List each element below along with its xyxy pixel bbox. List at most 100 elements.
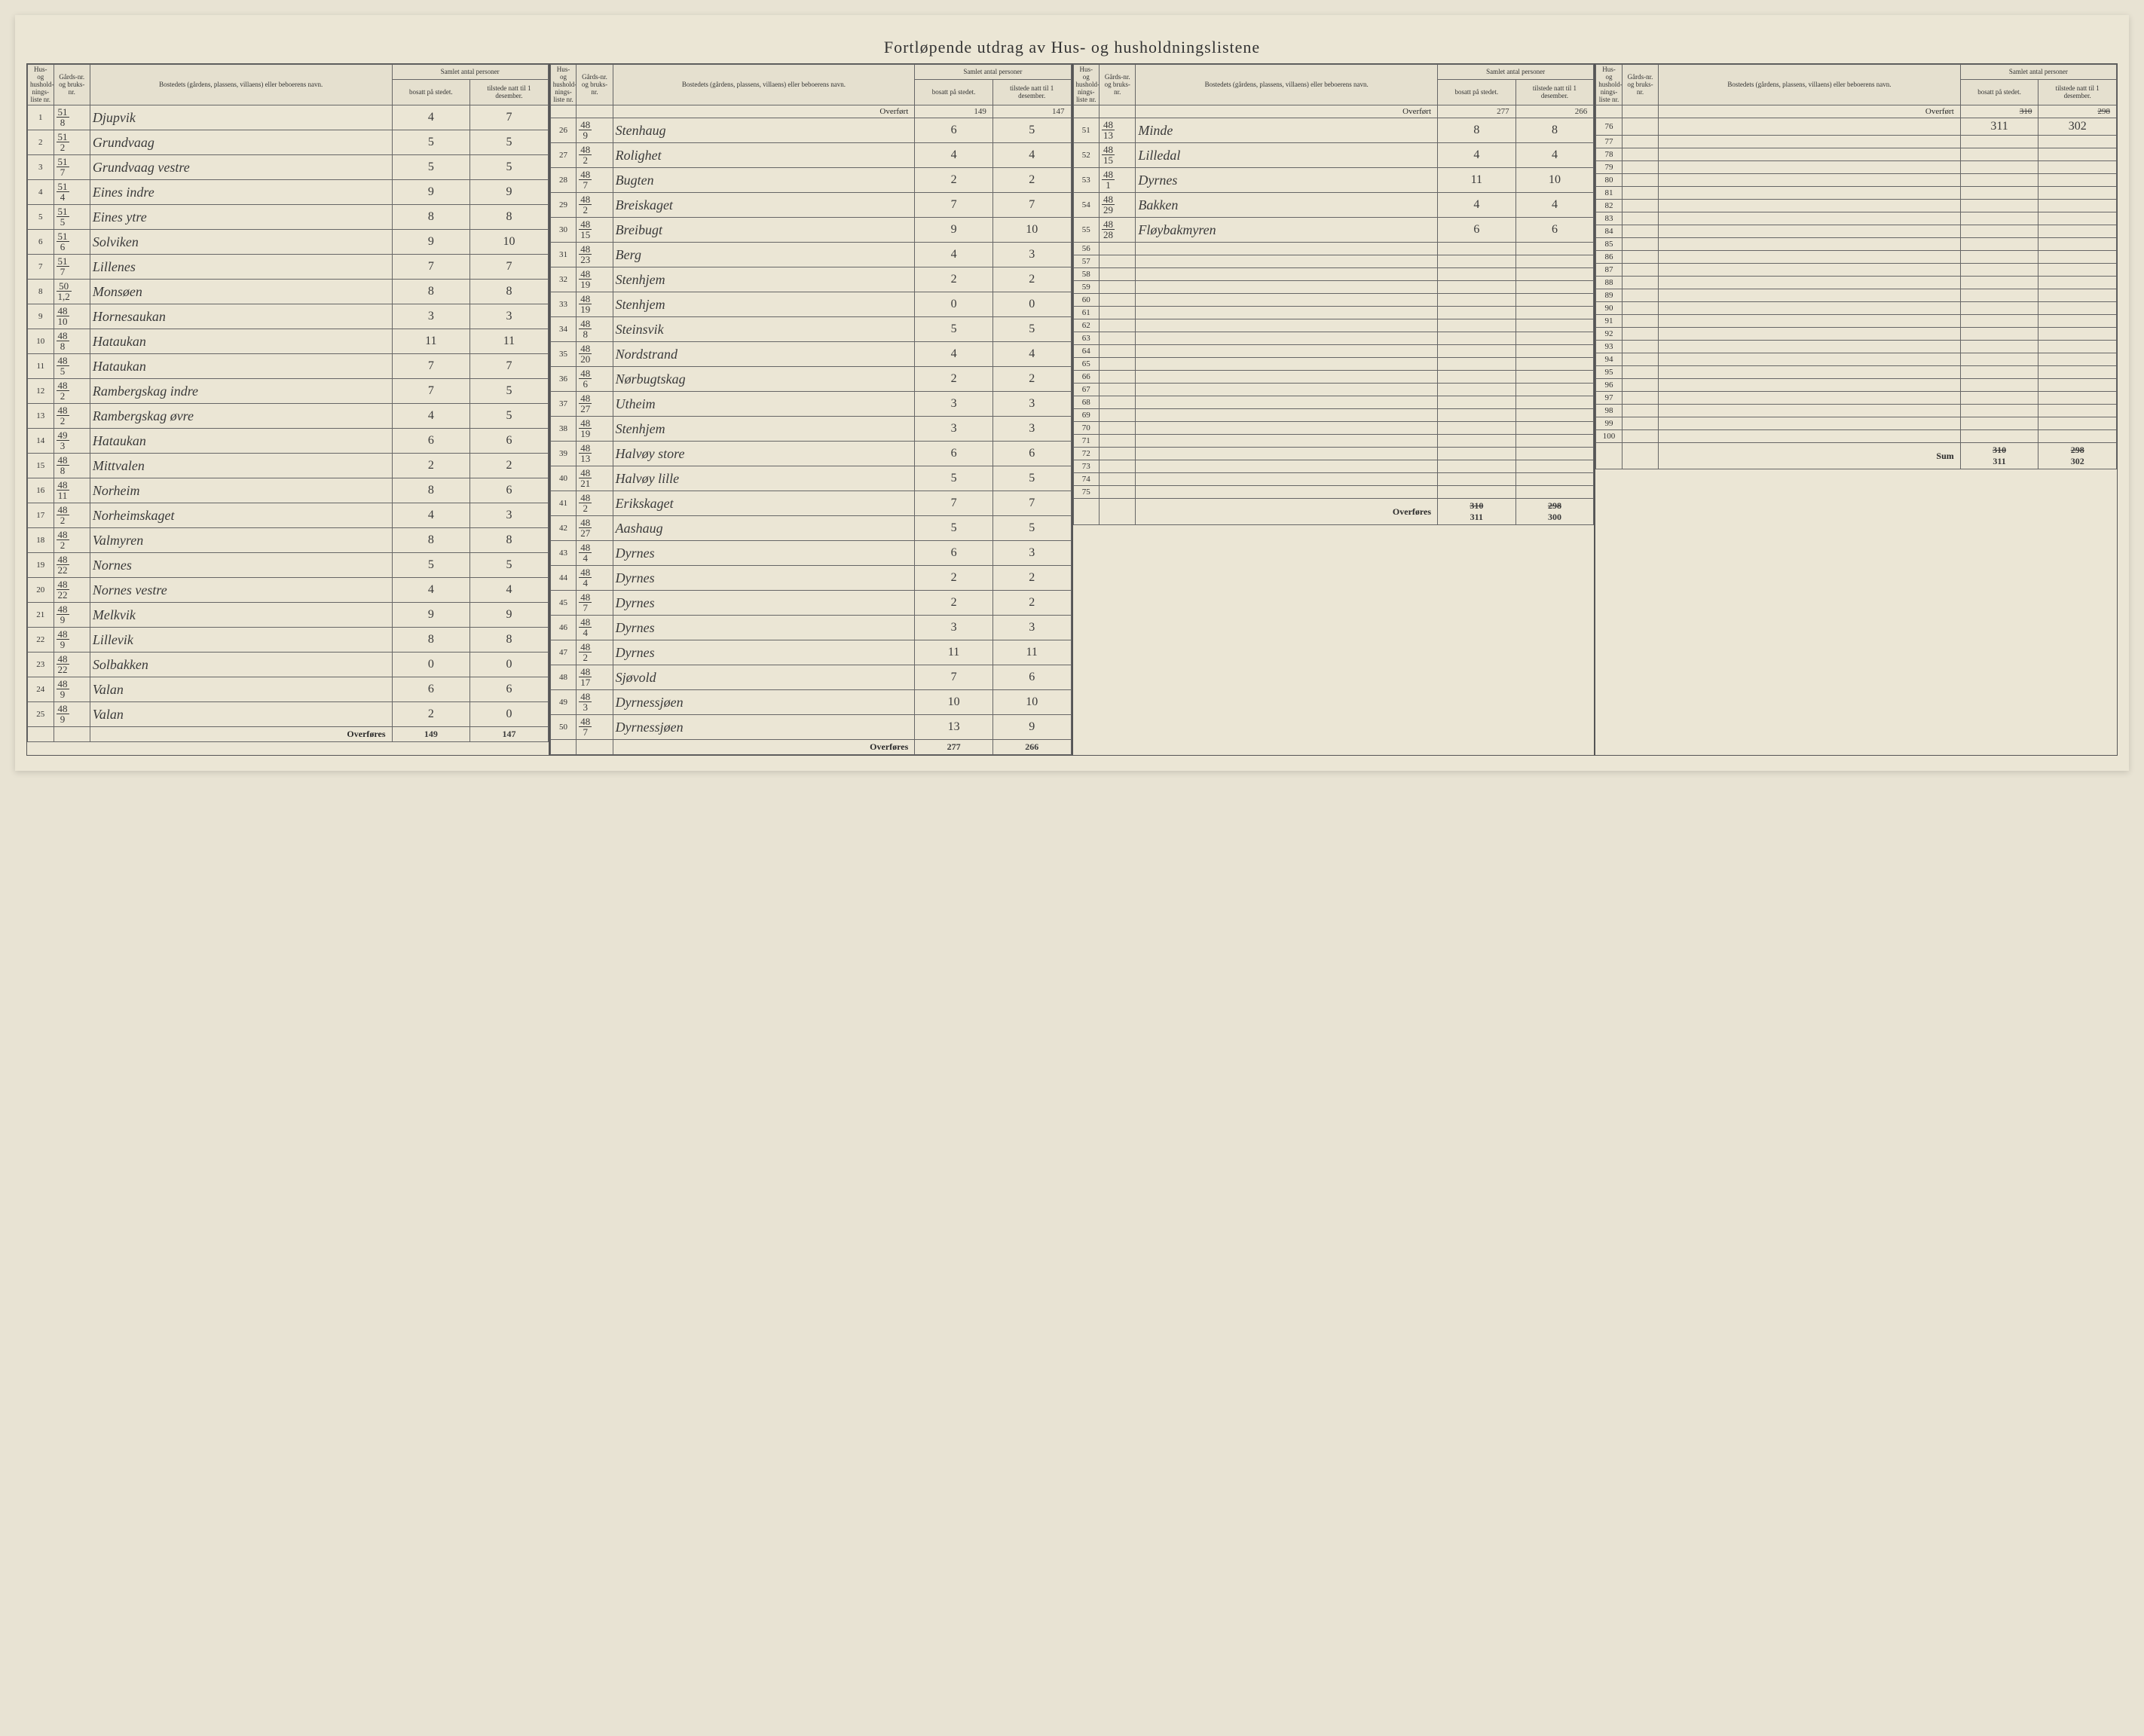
row-number: 20 [28, 578, 54, 603]
column-2: Hus- og hushold-nings-liste nr. Gårds-nr… [549, 63, 1072, 756]
header-gard: Gårds-nr. og bruks-nr. [1100, 65, 1136, 105]
tilstede-count: 4 [1515, 143, 1594, 168]
place-name [1659, 328, 1961, 341]
table-row: 10 488 Hataukan 11 11 [28, 329, 549, 354]
column-4: Hus- og hushold-nings-liste nr. Gårds-nr… [1595, 63, 2118, 756]
row-number: 42 [550, 516, 577, 541]
tilstede-count: 2 [992, 591, 1071, 616]
row-number: 12 [28, 379, 54, 404]
row-number: 8 [28, 280, 54, 304]
row-number: 95 [1596, 366, 1623, 379]
gard-nr: 4815 [577, 218, 613, 243]
tilstede-count [1515, 384, 1594, 396]
place-name: Valmyren [90, 528, 392, 553]
row-number: 60 [1073, 294, 1100, 307]
place-name: Lilledal [1136, 143, 1438, 168]
table-row: 53 481 Dyrnes 11 10 [1073, 168, 1594, 193]
row-number: 28 [550, 168, 577, 193]
place-name: Rolighet [613, 143, 915, 168]
row-number: 36 [550, 367, 577, 392]
place-name [1136, 332, 1438, 345]
gard-nr: 488 [577, 317, 613, 342]
tilstede-count: 7 [992, 491, 1071, 516]
gard-nr: 489 [54, 603, 90, 628]
gard-nr: 493 [54, 429, 90, 454]
place-name [1136, 358, 1438, 371]
tilstede-count [1515, 243, 1594, 255]
gard-nr: 487 [577, 715, 613, 740]
place-name [1136, 371, 1438, 384]
tilstede-count: 3 [992, 243, 1071, 267]
tilstede-count: 4 [1515, 193, 1594, 218]
tilstede-count: 4 [992, 342, 1071, 367]
gard-nr [1100, 422, 1136, 435]
place-name: Valan [90, 677, 392, 702]
place-name: Rambergskag indre [90, 379, 392, 404]
row-number: 63 [1073, 332, 1100, 345]
table-row: 68 [1073, 396, 1594, 409]
row-number: 51 [1073, 118, 1100, 143]
place-name: Hataukan [90, 354, 392, 379]
gard-nr [1622, 148, 1658, 161]
table-row: 38 4819 Stenhjem 3 3 [550, 417, 1071, 442]
gard-nr [1100, 473, 1136, 486]
gard-nr [1622, 118, 1658, 136]
table-row: 78 [1596, 148, 2117, 161]
place-name [1136, 396, 1438, 409]
row-number: 46 [550, 616, 577, 640]
bosatt-count: 3 [392, 304, 470, 329]
tilstede-count: 10 [1515, 168, 1594, 193]
row-number: 47 [550, 640, 577, 665]
gard-nr: 515 [54, 205, 90, 230]
bosatt-count: 7 [392, 354, 470, 379]
row-number: 18 [28, 528, 54, 553]
tilstede-count: 2 [992, 267, 1071, 292]
bosatt-count [1960, 353, 2038, 366]
tilstede-count [2038, 353, 2117, 366]
overfort-row: Overført 310 298 [1596, 105, 2117, 118]
bosatt-count: 2 [392, 702, 470, 727]
tilstede-count: 10 [992, 690, 1071, 715]
place-name: Lillevik [90, 628, 392, 653]
bosatt-count: 3 [915, 417, 993, 442]
place-name: Dyrnes [613, 591, 915, 616]
tilstede-count: 7 [470, 105, 549, 130]
tilstede-count: 6 [470, 429, 549, 454]
gard-nr: 482 [54, 528, 90, 553]
tilstede-count [2038, 417, 2117, 430]
bosatt-count [1960, 366, 2038, 379]
gard-nr [1622, 161, 1658, 174]
row-number: 74 [1073, 473, 1100, 486]
row-number: 79 [1596, 161, 1623, 174]
place-name: Solbakken [90, 653, 392, 677]
table-row: 22 489 Lillevik 8 8 [28, 628, 549, 653]
gard-nr [1100, 294, 1136, 307]
row-number: 43 [550, 541, 577, 566]
gard-nr [1622, 200, 1658, 212]
overfort-label: Overført [613, 105, 915, 118]
bosatt-count [1438, 358, 1516, 371]
gard-nr: 482 [54, 503, 90, 528]
bosatt-count: 4 [392, 578, 470, 603]
tilstede-count [1515, 294, 1594, 307]
gard-nr: 4820 [577, 342, 613, 367]
overfort-label: Overført [1136, 105, 1438, 118]
bosatt-count [1960, 174, 2038, 187]
bosatt-count [1438, 422, 1516, 435]
place-name [1659, 264, 1961, 277]
header-samlet: Samlet antal personer [1438, 65, 1594, 80]
bosatt-count: 9 [392, 180, 470, 205]
tilstede-count [2038, 161, 2117, 174]
tilstede-count: 302 [2038, 118, 2117, 136]
overfores-row: Overføres 310311 298300 [1073, 499, 1594, 525]
row-number: 37 [550, 392, 577, 417]
table-row: 61 [1073, 307, 1594, 319]
table-row: 27 482 Rolighet 4 4 [550, 143, 1071, 168]
bosatt-count [1960, 136, 2038, 148]
row-number: 22 [28, 628, 54, 653]
tilstede-count: 0 [992, 292, 1071, 317]
table-row: 3 517 Grundvaag vestre 5 5 [28, 155, 549, 180]
tilstede-count [1515, 345, 1594, 358]
gard-nr [1100, 345, 1136, 358]
row-number: 41 [550, 491, 577, 516]
